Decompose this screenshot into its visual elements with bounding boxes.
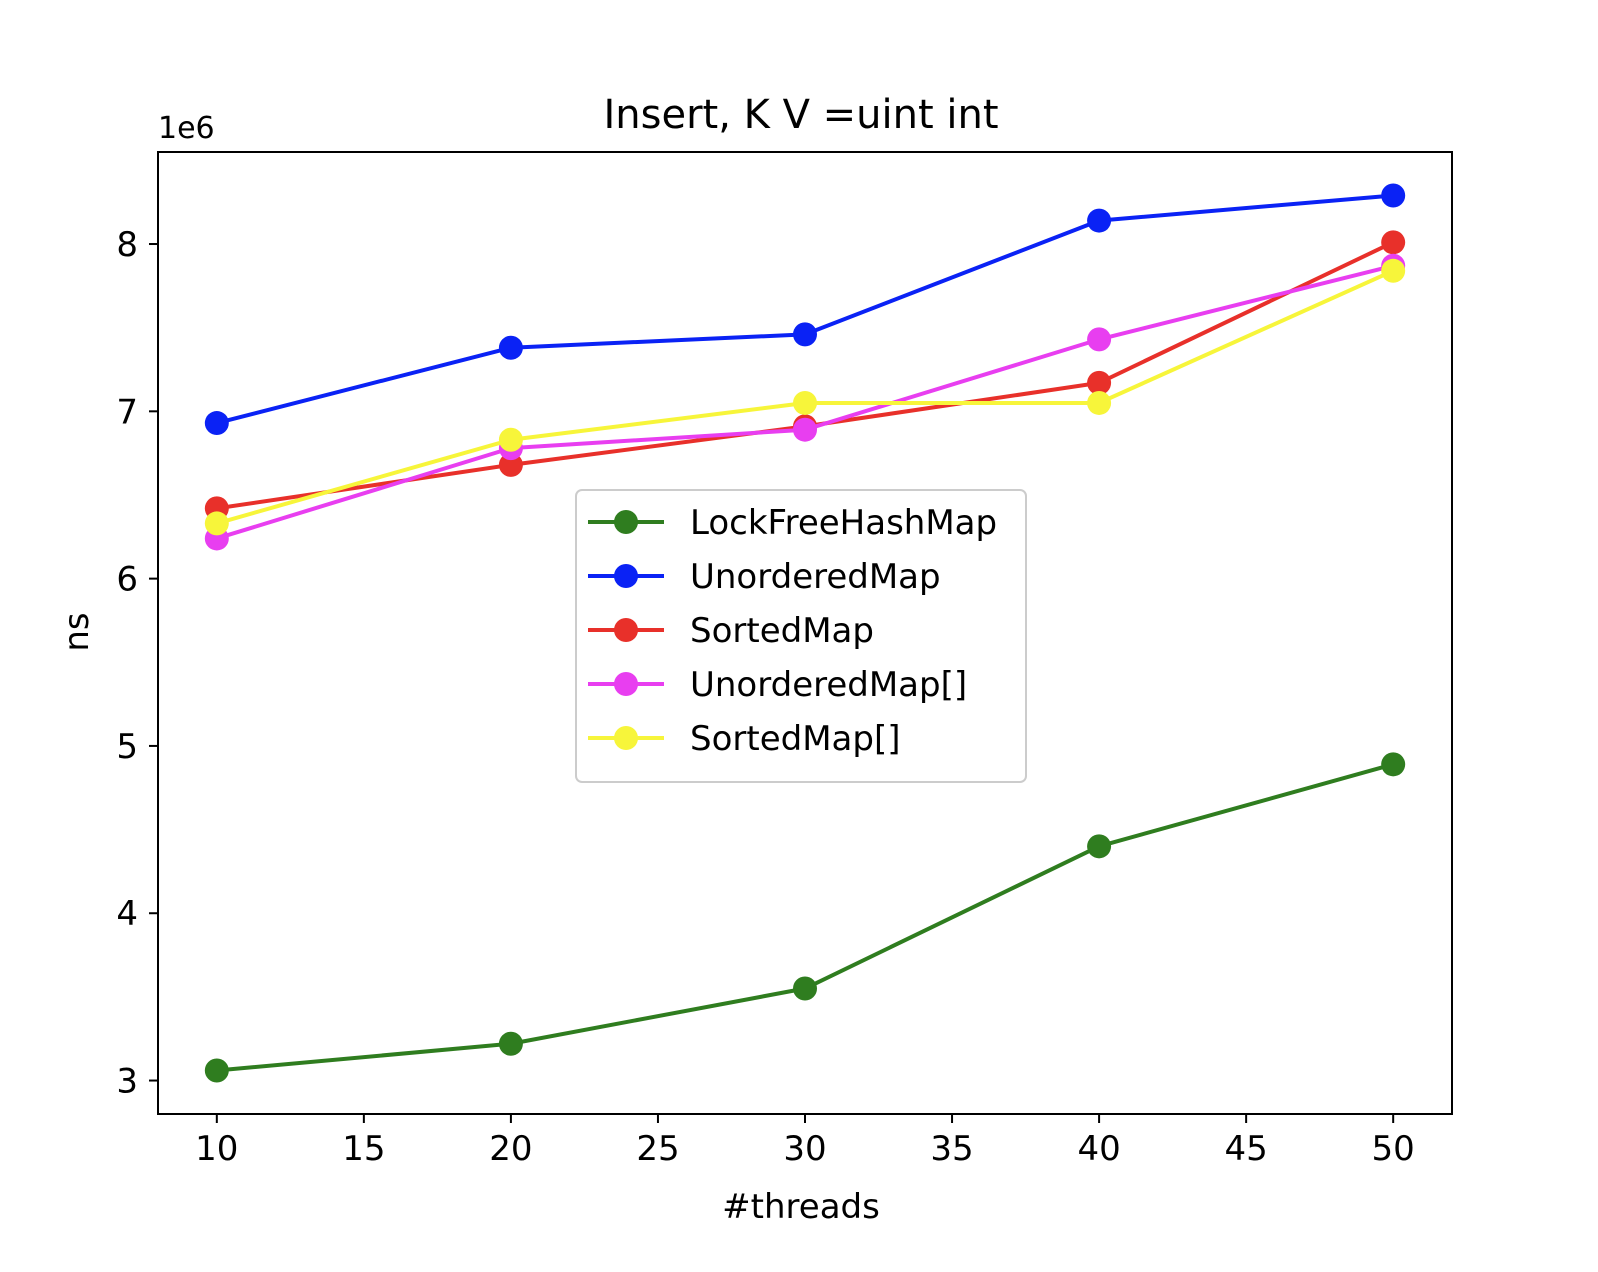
x-tick-label: 15: [342, 1129, 385, 1169]
y-tick-label: 7: [116, 392, 138, 432]
data-point: [1087, 208, 1112, 233]
y-tick-label: 6: [116, 560, 138, 600]
y-offset-label: 1e6: [158, 111, 215, 146]
legend-label: SortedMap[]: [690, 719, 900, 759]
x-tick-label: 10: [195, 1129, 238, 1169]
legend-swatch-marker: [614, 618, 638, 642]
data-point: [1087, 327, 1112, 352]
data-point: [1381, 183, 1406, 208]
data-point: [793, 417, 817, 442]
legend-label: UnorderedMap: [690, 557, 941, 597]
x-tick-label: 30: [783, 1129, 826, 1169]
legend-swatch-marker: [614, 726, 638, 750]
legend-item: LockFreeHashMap: [588, 503, 997, 543]
data-point: [1087, 834, 1112, 859]
data-point: [1381, 752, 1406, 777]
series-unorderedmap: [204, 183, 1406, 436]
data-point: [204, 411, 229, 436]
legend-swatch-marker: [614, 564, 638, 588]
legend-label: UnorderedMap[]: [690, 665, 967, 705]
x-tick-label: 50: [1372, 1129, 1415, 1169]
data-point: [498, 335, 523, 360]
data-point: [1381, 230, 1406, 255]
series-lockfreehashmap: [204, 752, 1406, 1083]
legend-item: SortedMap: [588, 611, 874, 651]
x-tick-label: 20: [489, 1129, 532, 1169]
legend-box: [575, 489, 1027, 783]
data-point: [1087, 390, 1112, 415]
data-point: [204, 1058, 229, 1083]
legend-item: UnorderedMap[]: [588, 665, 967, 705]
legend-item: SortedMap[]: [588, 719, 900, 759]
series-sortedmap: [204, 258, 1406, 536]
x-axis-label: #threads: [722, 1187, 880, 1227]
legend: LockFreeHashMap UnorderedMap SortedMap Unor…: [575, 489, 1027, 783]
data-point: [498, 427, 523, 452]
data-point: [793, 976, 817, 1001]
data-point: [204, 511, 229, 536]
legend-swatch-marker: [614, 510, 638, 534]
data-point: [793, 322, 817, 347]
y-tick-label: 3: [116, 1062, 138, 1102]
x-tick-label: 45: [1225, 1129, 1268, 1169]
y-tick-label: 5: [116, 727, 138, 767]
y-axis-label: ns: [57, 612, 97, 651]
data-point: [1087, 370, 1112, 395]
data-point: [793, 390, 817, 415]
legend-label: LockFreeHashMap: [690, 503, 997, 543]
legend-item: UnorderedMap: [588, 557, 941, 597]
x-tick-label: 25: [636, 1129, 679, 1169]
x-tick-label: 40: [1077, 1129, 1120, 1169]
y-tick-label: 4: [116, 894, 138, 934]
legend-label: SortedMap: [690, 611, 874, 651]
chart-title: Insert, K V =uint int: [603, 92, 998, 138]
data-point: [498, 452, 523, 477]
data-point: [1381, 258, 1406, 283]
x-tick-label: 35: [930, 1129, 973, 1169]
y-tick-label: 8: [116, 225, 138, 265]
data-point: [498, 1031, 523, 1056]
legend-swatch-marker: [614, 672, 638, 696]
